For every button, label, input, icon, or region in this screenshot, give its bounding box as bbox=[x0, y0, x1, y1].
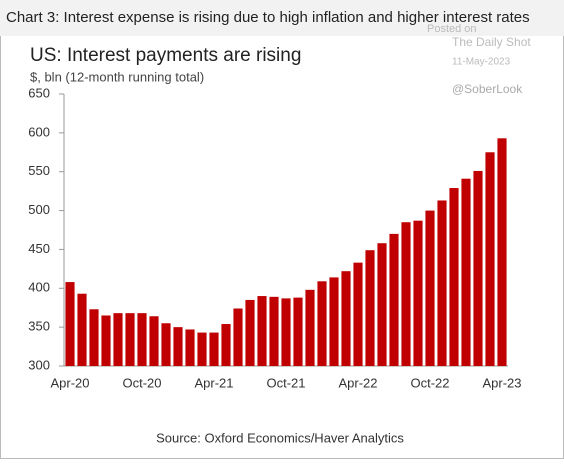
x-tick-label: Apr-21 bbox=[194, 375, 233, 390]
bar bbox=[293, 297, 303, 366]
bar bbox=[329, 277, 339, 366]
bar bbox=[257, 296, 267, 366]
bar bbox=[173, 327, 183, 366]
x-tick-label: Apr-22 bbox=[338, 375, 377, 390]
bar bbox=[197, 332, 207, 366]
bar bbox=[377, 243, 387, 366]
bar bbox=[245, 299, 255, 366]
bar bbox=[161, 323, 171, 366]
bar bbox=[413, 220, 423, 366]
x-tick-label: Oct-20 bbox=[122, 375, 161, 390]
bar bbox=[65, 282, 75, 366]
x-tick-label: Oct-21 bbox=[266, 375, 305, 390]
y-tick-label: 600 bbox=[28, 124, 50, 139]
watermark: @SoberLook bbox=[452, 82, 523, 96]
bar bbox=[353, 262, 363, 366]
header-band bbox=[0, 0, 564, 36]
y-tick-label: 650 bbox=[28, 85, 50, 100]
bar bbox=[497, 138, 507, 366]
bar bbox=[185, 329, 195, 366]
bar bbox=[125, 313, 135, 366]
bar bbox=[461, 178, 471, 366]
bar bbox=[473, 170, 483, 366]
y-tick-label: 300 bbox=[28, 357, 50, 372]
bar bbox=[449, 188, 459, 366]
y-tick-label: 400 bbox=[28, 280, 50, 295]
bar bbox=[101, 315, 111, 366]
bar bbox=[281, 298, 291, 366]
bar bbox=[341, 271, 351, 366]
x-tick-label: Apr-23 bbox=[482, 375, 521, 390]
bar bbox=[89, 309, 99, 366]
bar bbox=[305, 289, 315, 366]
bar bbox=[221, 324, 231, 366]
y-tick-label: 500 bbox=[28, 202, 50, 217]
bar bbox=[437, 200, 447, 366]
y-tick-label: 350 bbox=[28, 319, 50, 334]
subtitle: $, bln (12-month running total) bbox=[30, 69, 204, 84]
bar bbox=[425, 210, 435, 366]
bar bbox=[365, 250, 375, 366]
header: Chart 3: Interest expense is rising due … bbox=[6, 9, 530, 26]
watermark: 11-May-2023 bbox=[452, 57, 511, 68]
y-tick-label: 550 bbox=[28, 163, 50, 178]
bar bbox=[113, 313, 123, 366]
bar bbox=[317, 281, 327, 366]
chart-title: US: Interest payments are rising bbox=[30, 45, 301, 66]
bar bbox=[401, 222, 411, 366]
bar bbox=[149, 316, 159, 366]
watermark: The Daily Shot bbox=[452, 35, 531, 49]
bar bbox=[269, 296, 279, 366]
y-tick-label: 450 bbox=[28, 241, 50, 256]
source: Source: Oxford Economics/Haver Analytics bbox=[156, 430, 404, 445]
bar bbox=[209, 332, 219, 366]
x-tick-label: Oct-22 bbox=[410, 375, 449, 390]
bar bbox=[77, 293, 87, 366]
bar bbox=[233, 308, 243, 366]
watermark: Posted on bbox=[427, 23, 477, 35]
bar bbox=[389, 233, 399, 366]
bar bbox=[485, 152, 495, 366]
bar bbox=[137, 313, 147, 366]
x-tick-label: Apr-20 bbox=[50, 375, 89, 390]
